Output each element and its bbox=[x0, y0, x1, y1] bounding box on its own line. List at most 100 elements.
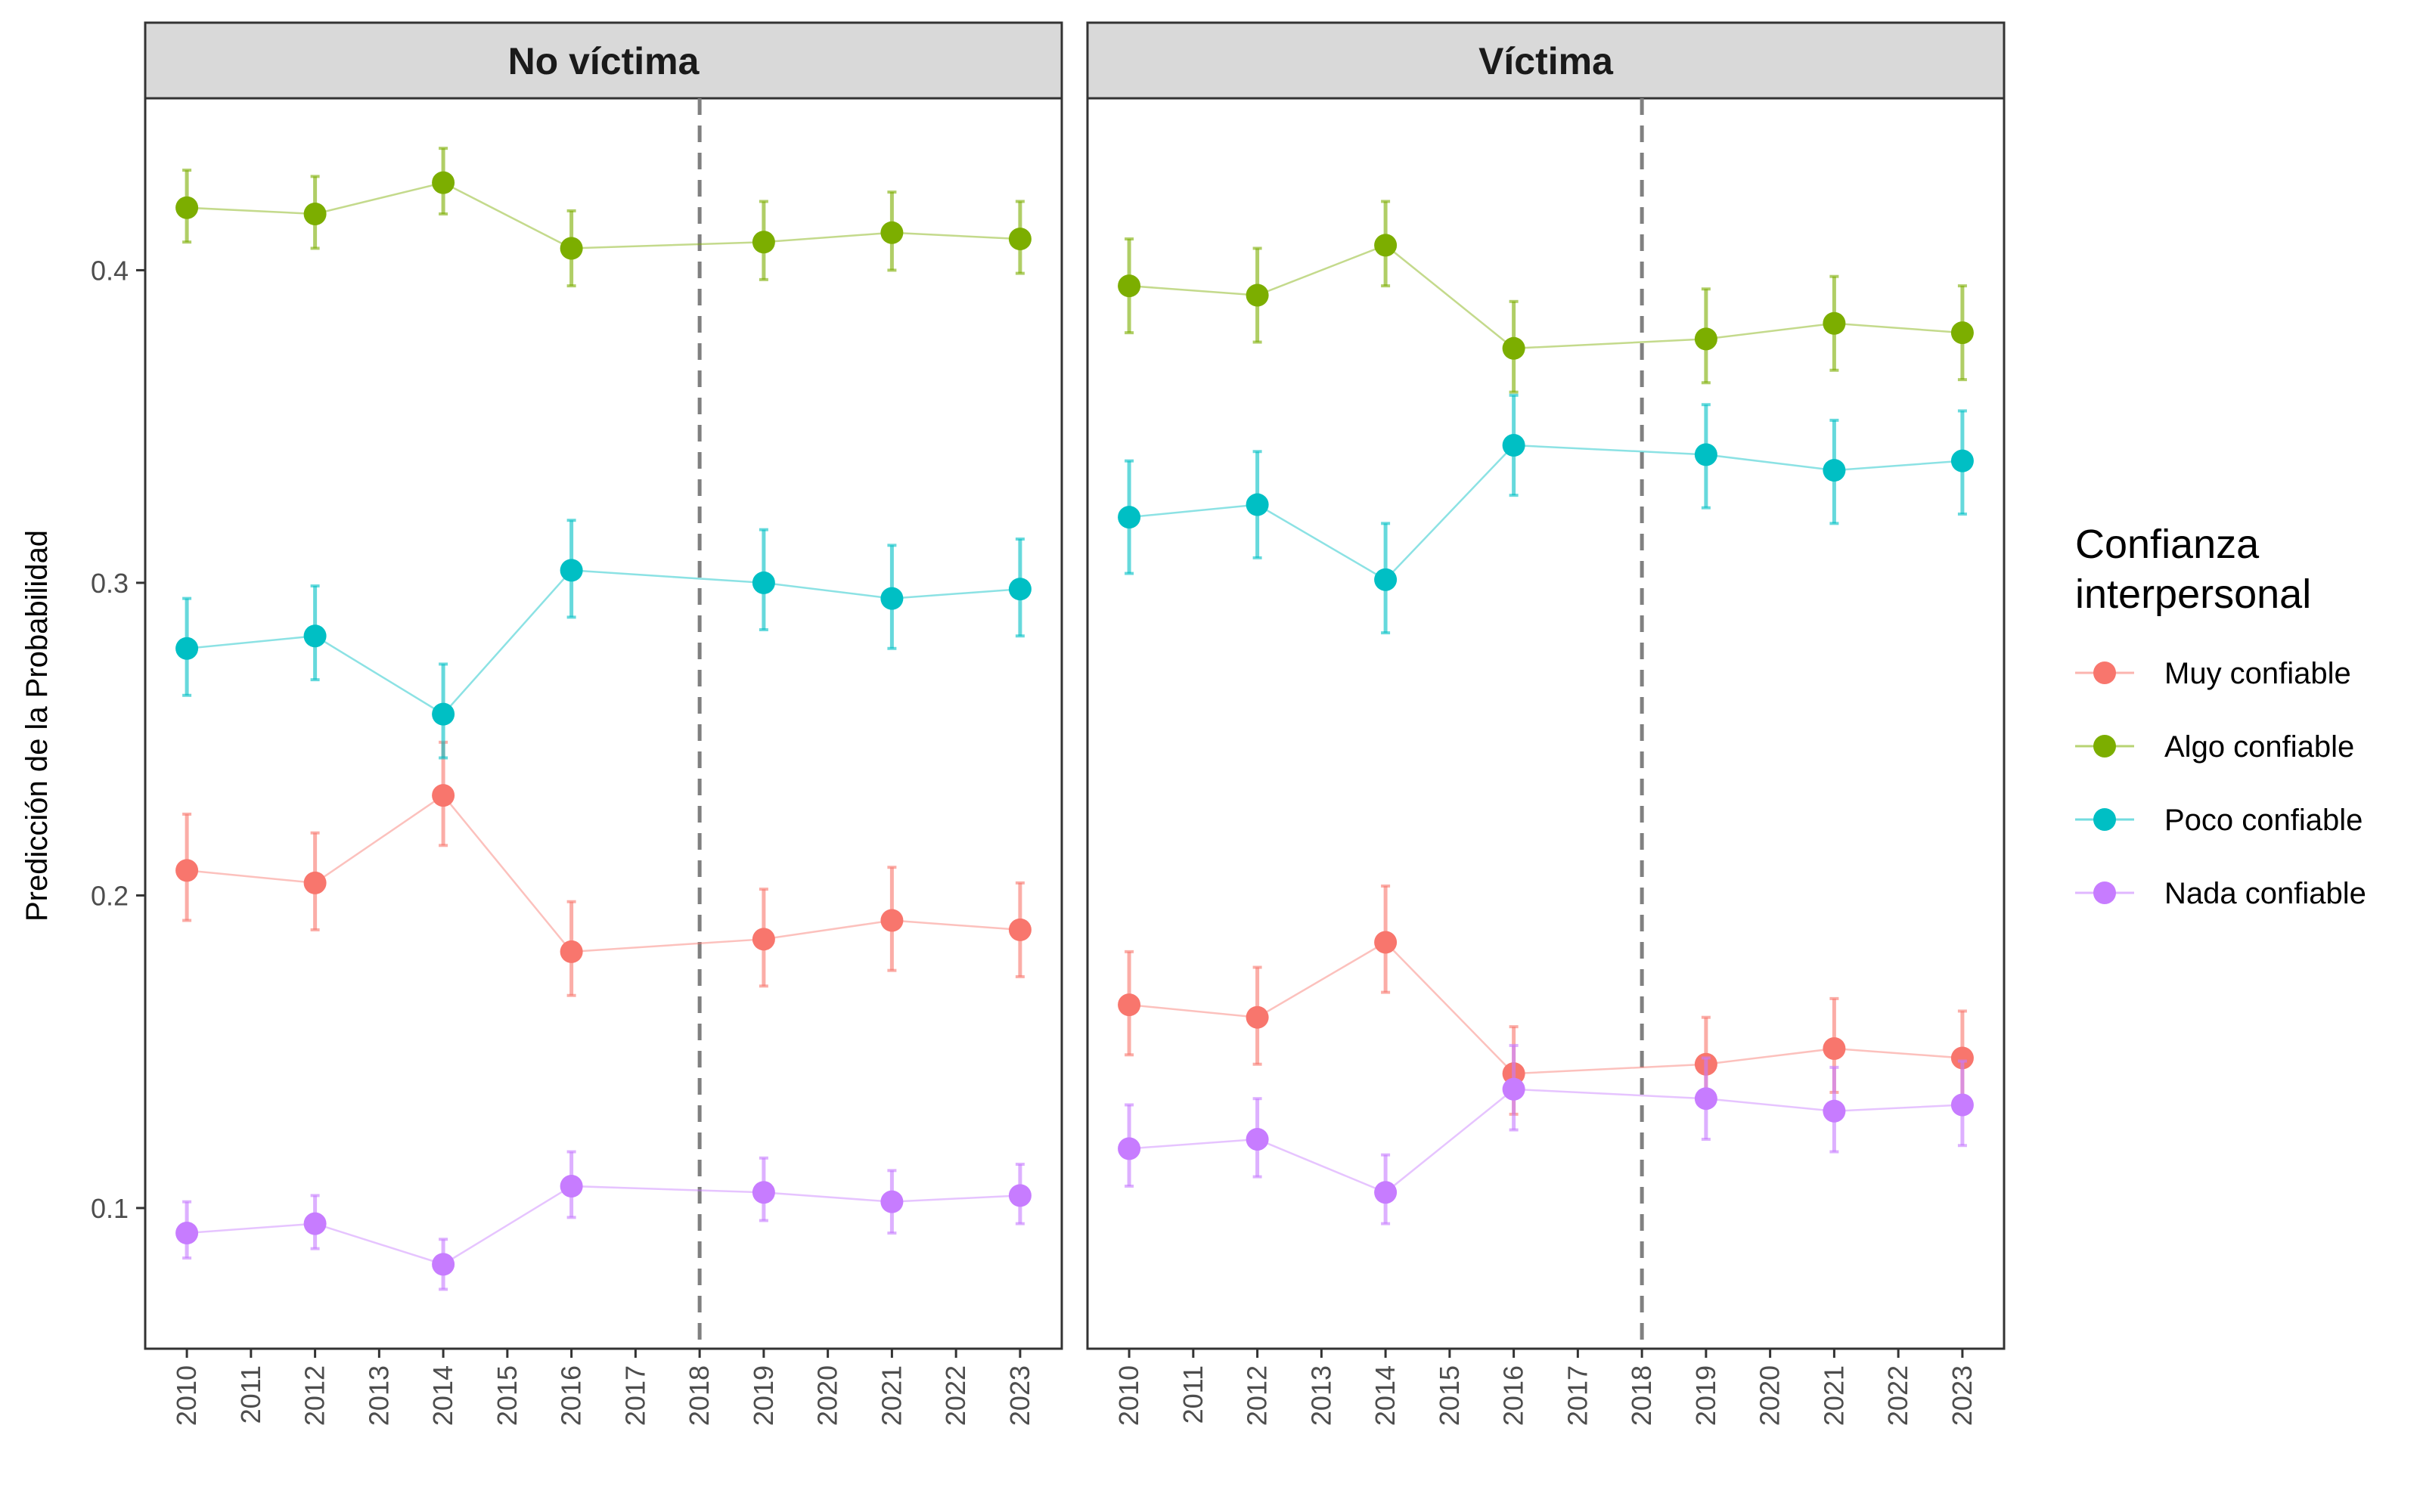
panel-marks bbox=[1118, 98, 1974, 1349]
data-point-algo-confiable bbox=[1118, 274, 1141, 298]
x-tick-label: 2021 bbox=[1818, 1365, 1849, 1426]
data-point-muy-confiable bbox=[432, 784, 455, 807]
data-point-nada-confiable bbox=[1823, 1099, 1846, 1123]
x-tick-label: 2023 bbox=[1947, 1365, 1978, 1426]
data-point-algo-confiable bbox=[432, 171, 455, 194]
data-point-nada-confiable bbox=[560, 1174, 583, 1198]
facet-strip bbox=[1086, 21, 2006, 100]
data-point-nada-confiable bbox=[752, 1181, 775, 1204]
data-point-nada-confiable bbox=[1246, 1127, 1269, 1151]
data-point-algo-confiable bbox=[880, 221, 904, 244]
y-tick-label: 0.3 bbox=[91, 568, 129, 599]
data-point-muy-confiable bbox=[1823, 1037, 1846, 1061]
data-point-muy-confiable bbox=[1118, 993, 1141, 1017]
x-tick-label: 2015 bbox=[492, 1365, 523, 1426]
x-tick-label: 2011 bbox=[235, 1365, 266, 1424]
x-tick-label: 2012 bbox=[299, 1365, 330, 1426]
plot-panel bbox=[1086, 97, 2006, 1350]
data-point-muy-confiable bbox=[560, 940, 583, 963]
data-point-algo-confiable bbox=[1694, 327, 1717, 351]
y-tick-label: 0.2 bbox=[91, 880, 129, 911]
data-point-muy-confiable bbox=[880, 909, 904, 932]
data-point-nada-confiable bbox=[1502, 1077, 1525, 1101]
data-point-nada-confiable bbox=[1950, 1093, 1974, 1117]
legend: Confianza interpersonal Muy confiable Alg… bbox=[2075, 522, 2366, 910]
data-point-nada-confiable bbox=[1008, 1184, 1032, 1207]
x-tick-label: 2014 bbox=[427, 1365, 458, 1426]
data-point-muy-confiable bbox=[752, 928, 775, 951]
data-point-poco-confiable bbox=[303, 624, 327, 648]
data-point-nada-confiable bbox=[303, 1212, 327, 1235]
x-tick-label: 2014 bbox=[1370, 1365, 1401, 1426]
legend-key-point-algo-confiable bbox=[2093, 735, 2116, 758]
data-point-muy-confiable bbox=[1950, 1046, 1974, 1070]
data-point-nada-confiable bbox=[1374, 1181, 1398, 1204]
legend-title-line-2: interpersonal bbox=[2075, 572, 2311, 617]
y-axis-title: Predicción de la Probabilidad bbox=[20, 530, 54, 922]
x-tick-label: 2017 bbox=[619, 1365, 650, 1426]
data-point-muy-confiable bbox=[1246, 1005, 1269, 1029]
x-tick-label: 2012 bbox=[1242, 1365, 1273, 1426]
x-tick-label: 2019 bbox=[1690, 1365, 1721, 1426]
data-point-muy-confiable bbox=[1374, 931, 1398, 954]
data-point-poco-confiable bbox=[752, 571, 775, 594]
data-point-algo-confiable bbox=[560, 237, 583, 260]
legend-key-point-poco-confiable bbox=[2093, 808, 2116, 831]
x-tick-label: 2018 bbox=[1626, 1365, 1657, 1426]
facet-panel-victima: Víctima bbox=[1086, 21, 2006, 1350]
data-point-nada-confiable bbox=[432, 1253, 455, 1276]
facet-strip bbox=[144, 21, 1063, 100]
x-tick-label: 2010 bbox=[171, 1365, 202, 1426]
legend-label-algo-confiable: Algo confiable bbox=[2164, 730, 2354, 764]
x-tick-label: 2021 bbox=[876, 1365, 907, 1426]
data-point-poco-confiable bbox=[1118, 506, 1141, 529]
data-point-poco-confiable bbox=[1008, 578, 1032, 601]
facet-strip-title: No víctima bbox=[508, 40, 700, 82]
y-tick-label: 0.4 bbox=[91, 255, 129, 286]
legend-key-point-muy-confiable bbox=[2093, 662, 2116, 684]
y-tick-label: 0.1 bbox=[91, 1193, 129, 1224]
data-point-poco-confiable bbox=[560, 559, 583, 582]
legend-key-point-nada-confiable bbox=[2093, 881, 2116, 904]
data-point-poco-confiable bbox=[880, 587, 904, 610]
x-tick-label: 2013 bbox=[1305, 1365, 1336, 1426]
data-point-poco-confiable bbox=[1950, 449, 1974, 472]
x-tick-label: 2016 bbox=[1498, 1365, 1529, 1426]
data-point-poco-confiable bbox=[175, 637, 199, 660]
data-point-muy-confiable bbox=[303, 871, 327, 894]
x-tick-label: 2011 bbox=[1177, 1365, 1208, 1424]
panel-marks bbox=[175, 98, 1032, 1349]
data-point-algo-confiable bbox=[1374, 234, 1398, 257]
facet-strip-title: Víctima bbox=[1478, 40, 1614, 82]
data-point-poco-confiable bbox=[1823, 459, 1846, 482]
data-point-algo-confiable bbox=[303, 202, 327, 225]
data-point-algo-confiable bbox=[1502, 336, 1525, 360]
x-tick-label: 2016 bbox=[556, 1365, 587, 1426]
data-point-algo-confiable bbox=[175, 196, 199, 219]
x-tick-label: 2013 bbox=[363, 1365, 394, 1426]
x-tick-label: 2020 bbox=[812, 1365, 843, 1426]
legend-items: Muy confiable Algo confiable Poco confiabl… bbox=[2075, 657, 2366, 910]
data-point-nada-confiable bbox=[1118, 1137, 1141, 1160]
data-point-poco-confiable bbox=[1694, 443, 1717, 466]
data-point-algo-confiable bbox=[1246, 284, 1269, 307]
legend-label-muy-confiable: Muy confiable bbox=[2164, 657, 2351, 690]
data-point-algo-confiable bbox=[1823, 311, 1846, 335]
legend-title-line-1: Confianza bbox=[2075, 522, 2260, 567]
data-point-nada-confiable bbox=[175, 1222, 199, 1245]
data-point-algo-confiable bbox=[1950, 321, 1974, 345]
x-tick-label: 2022 bbox=[940, 1365, 971, 1426]
data-point-poco-confiable bbox=[432, 702, 455, 726]
legend-label-poco-confiable: Poco confiable bbox=[2164, 804, 2363, 837]
data-point-algo-confiable bbox=[752, 231, 775, 254]
legend-label-nada-confiable: Nada confiable bbox=[2164, 877, 2366, 910]
x-tick-label: 2010 bbox=[1113, 1365, 1144, 1426]
x-tick-label: 2015 bbox=[1434, 1365, 1465, 1426]
x-tick-label: 2022 bbox=[1882, 1365, 1913, 1426]
data-point-nada-confiable bbox=[880, 1190, 904, 1213]
x-tick-label: 2020 bbox=[1754, 1365, 1786, 1426]
data-point-poco-confiable bbox=[1502, 433, 1525, 457]
plot-panel bbox=[144, 97, 1063, 1350]
data-point-poco-confiable bbox=[1374, 568, 1398, 591]
